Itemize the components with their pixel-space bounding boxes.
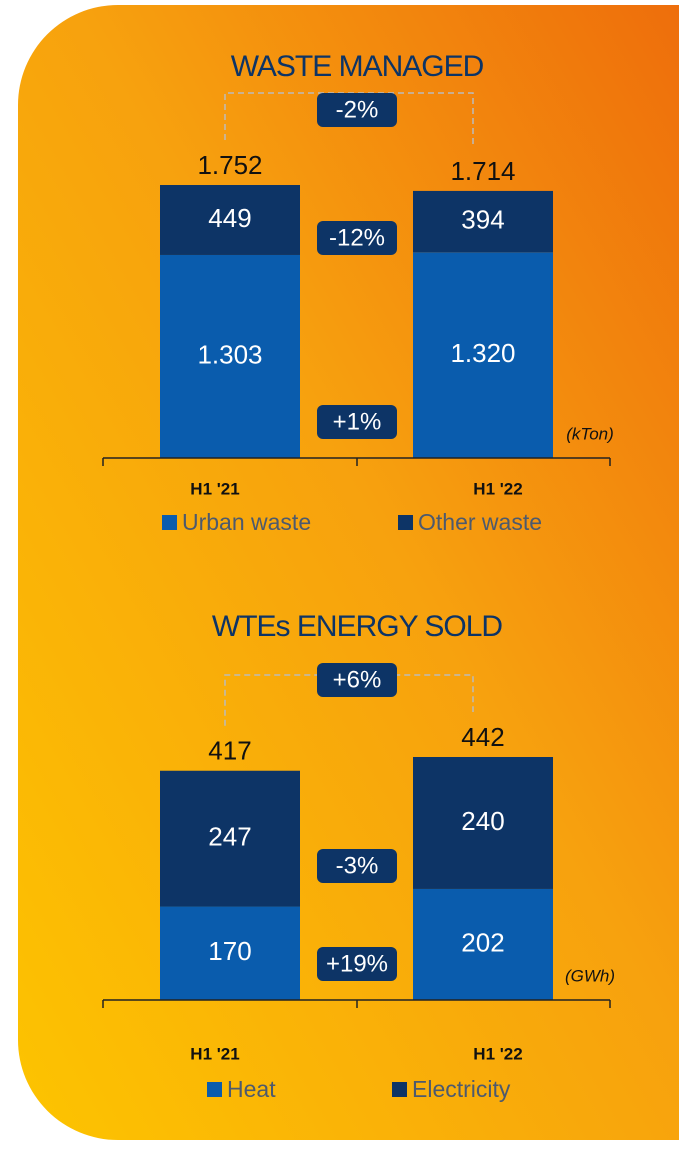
total-label: 417 — [208, 736, 251, 766]
change-label: +19% — [326, 950, 388, 977]
value-label: 394 — [461, 204, 504, 234]
bar-segment — [160, 906, 300, 1000]
total-label: 1.714 — [450, 156, 515, 186]
value-label: 1.303 — [197, 339, 262, 369]
bar-segment — [160, 770, 300, 907]
value-label: 247 — [208, 822, 251, 852]
change-badge — [317, 663, 397, 697]
change-label: -3% — [336, 852, 379, 879]
change-label: +6% — [333, 666, 382, 693]
legend-swatch — [392, 1082, 407, 1097]
bar-segment — [413, 252, 553, 458]
total-label: 442 — [461, 722, 504, 752]
change-label: -12% — [329, 224, 385, 251]
value-label: 170 — [208, 936, 251, 966]
bar-segment — [413, 888, 553, 1000]
bar-segment — [413, 757, 553, 889]
x-tick-label: H1 '22 — [473, 1044, 522, 1063]
x-tick-label: H1 '21 — [190, 1044, 239, 1063]
change-badge — [317, 405, 397, 439]
change-badge — [317, 221, 397, 255]
bar-segment — [413, 190, 553, 253]
value-label: 240 — [461, 806, 504, 836]
bar-segment — [160, 185, 300, 255]
change-badge — [317, 849, 397, 883]
legend-label: Heat — [227, 1076, 276, 1102]
unit-label: (kTon) — [566, 424, 614, 443]
value-label: 1.320 — [450, 338, 515, 368]
unit-label: (GWh) — [565, 966, 615, 985]
legend-label: Urban waste — [182, 509, 311, 535]
x-tick-label: H1 '21 — [190, 479, 239, 498]
legend-swatch — [162, 515, 177, 530]
x-tick-label: H1 '22 — [473, 479, 522, 498]
legend-swatch — [207, 1082, 222, 1097]
change-label: +1% — [333, 408, 382, 435]
total-label: 1.752 — [197, 150, 262, 180]
change-badge — [317, 93, 397, 127]
legend-swatch — [398, 515, 413, 530]
change-label: -2% — [336, 96, 379, 123]
change-badge — [317, 947, 397, 981]
value-label: 449 — [208, 203, 251, 233]
bar-segment — [160, 254, 300, 458]
chart-title: WASTE MANAGED — [231, 50, 484, 83]
legend-label: Other waste — [418, 509, 542, 535]
chart-title: WTEs ENERGY SOLD — [212, 610, 503, 643]
legend-label: Electricity — [412, 1076, 511, 1102]
value-label: 202 — [461, 927, 504, 957]
